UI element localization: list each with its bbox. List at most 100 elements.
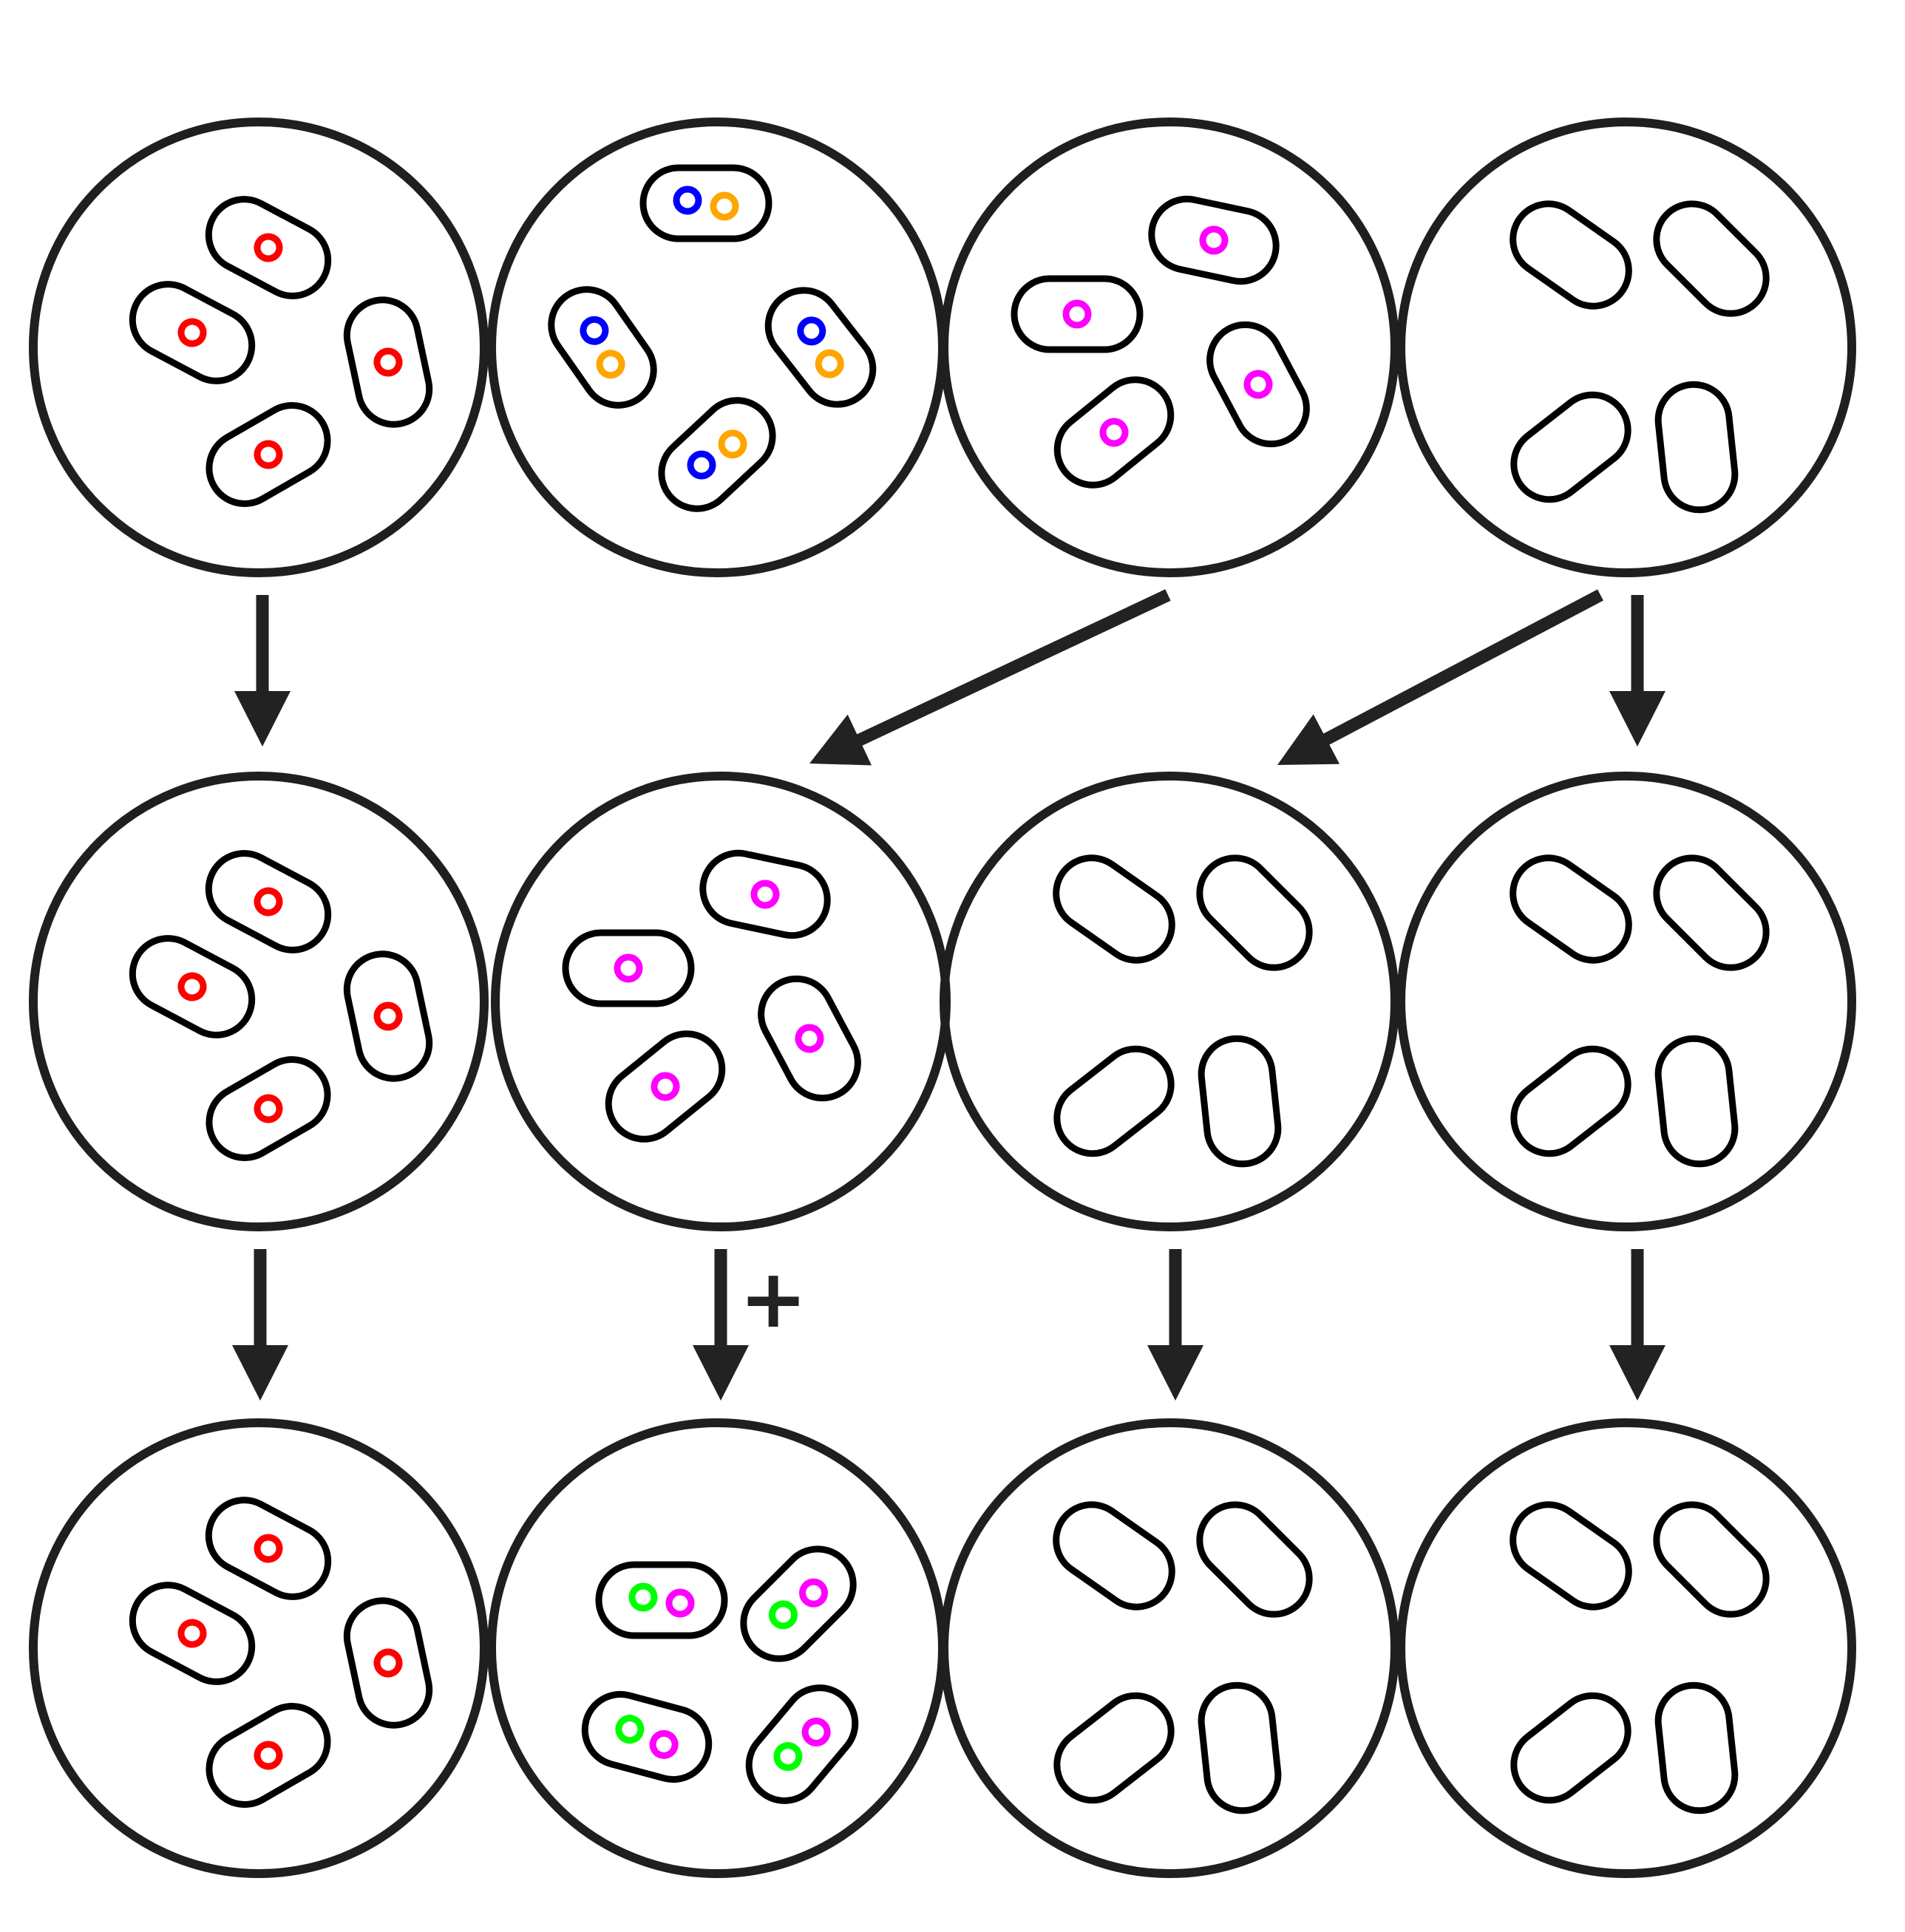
bacterium-cell	[699, 849, 831, 939]
arrow-head	[1277, 714, 1340, 765]
plasmid-red	[373, 1001, 403, 1031]
plasmid-magenta	[651, 1072, 680, 1101]
arrows-layer	[232, 589, 1665, 1401]
plasmid-green	[768, 1600, 798, 1630]
bacterium-body	[548, 286, 657, 409]
culture-dish-r1-c3	[940, 118, 1399, 577]
bacterium-cell	[1654, 1035, 1739, 1168]
bacterium-cell	[1198, 1681, 1282, 1814]
bacterium-cell	[758, 975, 861, 1102]
plasmid-magenta	[799, 1578, 829, 1608]
culture-dish-r1-c1	[29, 118, 489, 577]
bacterium-cell	[581, 1690, 713, 1783]
bacterium-cell	[205, 1497, 332, 1600]
bacterium-cell	[1654, 381, 1739, 514]
bacterium-cell	[740, 1545, 857, 1662]
arrow-head	[809, 714, 872, 766]
bacterium-cell	[1053, 854, 1175, 964]
arrow-head	[693, 1345, 749, 1401]
bacterium-cell	[129, 281, 256, 384]
bacterium-cell	[1053, 1501, 1175, 1610]
plasmid-magenta	[1099, 418, 1129, 447]
plasmid-orange	[596, 350, 625, 379]
plasmid-green	[615, 1715, 645, 1744]
bacterium-cell	[343, 296, 433, 428]
plasmid-magenta	[1199, 225, 1229, 255]
transfer-arrow-row1-dish4-to-row2-dish4	[1609, 595, 1665, 746]
plasmid-magenta	[614, 953, 643, 983]
dishes-layer	[29, 118, 1856, 1878]
plasmid-magenta	[1243, 370, 1273, 399]
culture-dish-r3-c1	[29, 1418, 489, 1878]
plasmid-red	[254, 1741, 283, 1770]
petri-dish-outline	[1396, 772, 1856, 1231]
bacterium-body	[1654, 1035, 1739, 1168]
bacterium-body	[1654, 1681, 1739, 1814]
bacterium-cell	[1653, 1501, 1770, 1618]
bacterium-cell	[1510, 1692, 1631, 1804]
plasmid-orange	[710, 191, 739, 221]
bacterium-cell	[343, 950, 433, 1082]
bacterium-body	[1053, 854, 1175, 964]
bacterium-body	[595, 1561, 728, 1639]
plasmid-orange	[815, 349, 844, 378]
plasmid-red	[254, 233, 283, 262]
bacterium-cell	[605, 1030, 726, 1143]
culture-dish-r1-c2	[487, 118, 947, 577]
plasmid-red	[254, 1534, 283, 1563]
bacterium-body	[1653, 200, 1770, 317]
bacterium-cell	[1653, 200, 1770, 317]
bacterium-body	[740, 1545, 857, 1662]
bacterium-body	[581, 1690, 713, 1783]
bacterium-cell	[562, 929, 695, 1007]
transfer-arrow-row1-dish3-to-row2-dish2	[809, 589, 1171, 766]
bacterium-body	[1053, 1045, 1175, 1157]
plasmid-red	[254, 887, 283, 916]
plasmid-red	[254, 1094, 283, 1123]
bacterium-cell	[595, 1561, 728, 1639]
culture-dish-r3-c3	[940, 1418, 1399, 1878]
culture-dish-r3-c2	[487, 1418, 947, 1878]
plasmid-red	[177, 972, 207, 1001]
culture-dish-r1-c4	[1396, 118, 1856, 577]
bacterium-body	[1510, 1692, 1631, 1804]
bacterium-cell	[205, 850, 332, 953]
plasmid-green	[773, 1742, 803, 1772]
bacterium-cell	[1510, 391, 1631, 503]
arrow-head	[1147, 1345, 1203, 1401]
arrow-shaft	[1320, 589, 1603, 746]
bacterium-body	[1510, 391, 1631, 503]
bacterium-body	[658, 397, 776, 512]
plasmid-magenta	[1062, 299, 1092, 329]
petri-dish-outline	[940, 772, 1399, 1231]
petri-dish-outline	[29, 772, 489, 1231]
plasmid-magenta	[750, 880, 780, 909]
bacterium-cell	[206, 1703, 331, 1808]
plasmid-magenta	[649, 1729, 679, 1759]
bacterium-cell	[1510, 200, 1632, 310]
bacterium-cell	[1148, 195, 1280, 285]
plasmid-red	[177, 1619, 207, 1648]
bacterium-cell	[1011, 275, 1144, 353]
plasmid-red	[373, 1648, 403, 1678]
plasmid-orange	[718, 429, 747, 459]
arrow-head	[232, 1345, 288, 1401]
bacterium-body	[1654, 381, 1739, 514]
culture-dish-r3-c4	[1396, 1418, 1856, 1878]
bacterium-cell	[1653, 854, 1770, 971]
bacterium-cell	[205, 196, 332, 299]
culture-dish-r2-c1	[29, 772, 489, 1231]
bacterium-body	[1053, 1692, 1175, 1804]
bacterium-cell	[343, 1597, 433, 1729]
bacterium-body	[1198, 1681, 1282, 1814]
arrow-head	[1609, 1345, 1665, 1401]
bacterium-cell	[206, 402, 331, 507]
plasmid-blue	[687, 450, 716, 480]
bacterium-cell	[1654, 1681, 1739, 1814]
bacterium-cell	[129, 1582, 256, 1685]
bacterium-body	[745, 1684, 859, 1804]
bacterium-body	[1510, 854, 1632, 964]
petri-dish-outline	[487, 1418, 947, 1878]
culture-dish-r2-c3	[940, 772, 1399, 1231]
